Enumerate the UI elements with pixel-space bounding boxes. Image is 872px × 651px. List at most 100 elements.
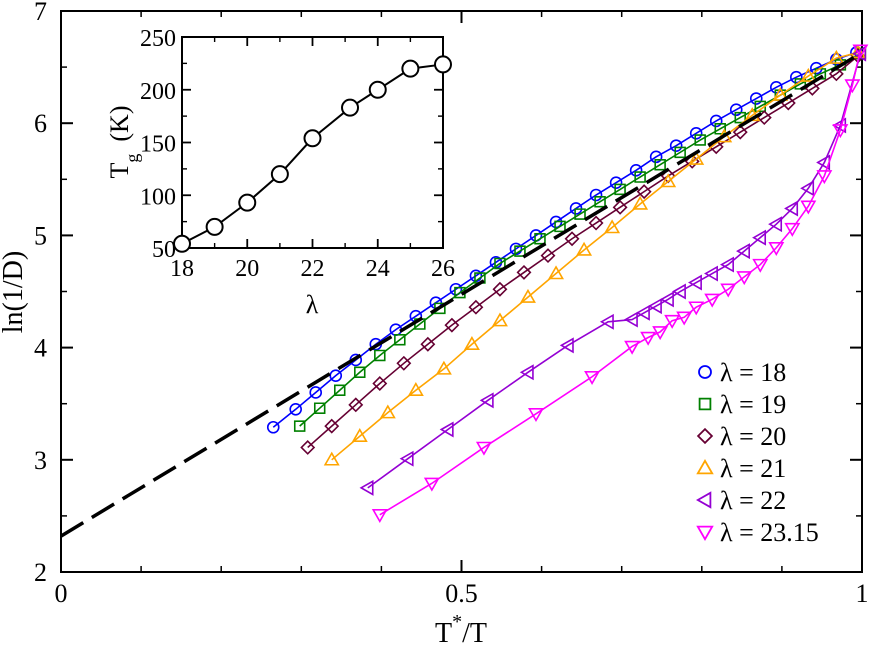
inset-series-tg xyxy=(173,55,452,253)
series-lambda-20 xyxy=(300,48,866,455)
series-lambda-21-point xyxy=(379,404,396,419)
x-tick-label: 0.5 xyxy=(445,579,478,608)
inset-y-tick-label: 50 xyxy=(152,237,176,263)
inset-series-tg-point xyxy=(401,59,420,78)
series-lambda-22-point xyxy=(519,364,534,381)
series-lambda-20-point xyxy=(516,264,532,280)
inset-x-tick-label: 26 xyxy=(431,256,455,282)
series-lambda-23-15 xyxy=(371,44,869,523)
series-lambda-22-point xyxy=(479,392,494,409)
series-lambda-18-point xyxy=(790,70,803,84)
x-axis-title-main: T xyxy=(435,618,452,649)
x-axis-title: T*/T xyxy=(435,611,487,649)
series-lambda-22-point xyxy=(599,313,614,330)
series-lambda-18-point xyxy=(769,80,783,94)
series-lambda-23-15-point xyxy=(688,301,705,316)
x-axis-title-tail: /T xyxy=(462,618,487,649)
series-lambda-19-point xyxy=(374,349,386,362)
series-lambda-23-15-point xyxy=(844,79,861,94)
series-lambda-23-15-point xyxy=(832,124,849,139)
series-lambda-21-point xyxy=(604,219,621,234)
series-lambda-18-point xyxy=(749,92,763,105)
series-lambda-19-line xyxy=(299,52,861,427)
series-lambda-20-point xyxy=(732,124,748,140)
series-lambda-19-point xyxy=(293,420,306,432)
series-lambda-22-point xyxy=(768,216,783,233)
series-lambda-19-point xyxy=(354,366,366,379)
inset-plot: 18 20 22 24 26 50 100 150 200 250 λ Tg (K) xyxy=(105,26,455,319)
series-lambda-18-point xyxy=(729,103,743,117)
series-lambda-19-point xyxy=(333,384,346,396)
y-tick-label: 6 xyxy=(34,109,47,138)
series-lambda-20-point xyxy=(396,355,412,371)
series-lambda-23-15-point xyxy=(784,222,801,237)
y-tick-label: 4 xyxy=(34,334,47,363)
series-lambda-20-point xyxy=(636,184,652,200)
series-lambda-23-15-point xyxy=(475,441,492,456)
series-lambda-19-point xyxy=(474,272,486,284)
series-lambda-23-15-point xyxy=(652,326,669,341)
y-axis-title: ln(1/D) xyxy=(0,251,29,333)
series-lambda-21-line xyxy=(331,51,859,461)
series-lambda-21-point xyxy=(800,67,817,82)
legend-lambda-23-15-marker xyxy=(696,525,714,542)
series-lambda-23-15-point xyxy=(676,311,693,326)
series-lambda-22-point xyxy=(439,421,454,438)
series-lambda-20-point xyxy=(468,299,484,315)
y-tick-label: 3 xyxy=(34,446,47,475)
legend-lambda-18-label: λ = 18 xyxy=(720,358,786,387)
legend-lambda-20-label: λ = 20 xyxy=(720,422,786,451)
series-lambda-19-point xyxy=(313,402,326,414)
legend-lambda-20: λ = 20 xyxy=(696,422,786,451)
series-lambda-23-15-point xyxy=(664,314,681,329)
series-lambda-21-point xyxy=(688,150,705,165)
inset-series-tg-point xyxy=(434,55,452,74)
series-lambda-21-point xyxy=(463,336,480,350)
inset-y-axis-title-main: T xyxy=(105,162,134,178)
inset-ticks: 18 20 22 24 26 50 100 150 200 250 xyxy=(140,26,455,282)
inset-x-tick-label: 22 xyxy=(301,256,325,282)
legend-lambda-19-label: λ = 19 xyxy=(720,390,786,419)
y-tick-label: 7 xyxy=(34,0,47,26)
series-lambda-21-point xyxy=(576,241,593,256)
series-lambda-19-point xyxy=(634,171,646,183)
series-lambda-21-point xyxy=(520,288,536,303)
series-lambda-22-point xyxy=(359,479,374,496)
series-lambda-20-point xyxy=(540,248,556,264)
series-lambda-22-point xyxy=(635,304,650,321)
series-lambda-22-point xyxy=(720,256,734,273)
series-lambda-20-point xyxy=(612,199,628,215)
inset-series-tg-point xyxy=(341,98,360,117)
series-lambda-18-point xyxy=(709,114,723,128)
series-lambda-19-point xyxy=(814,68,827,80)
inset-y-tick-label: 200 xyxy=(140,79,176,105)
inset-series-tg-point xyxy=(368,80,387,99)
inset-y-tick-label: 250 xyxy=(140,26,176,52)
series-lambda-22-point xyxy=(623,311,638,328)
legend: λ = 18 λ = 19 λ = 20 λ = 21 λ = 22 λ = 23.15 xyxy=(695,358,819,547)
legend-lambda-19: λ = 19 xyxy=(698,390,786,419)
legend-lambda-22-label: λ = 22 xyxy=(720,486,786,515)
series-lambda-23-15-point xyxy=(640,331,657,346)
series-lambda-23-15-point xyxy=(720,283,737,298)
legend-lambda-19-marker xyxy=(698,397,712,411)
series-lambda-20-point xyxy=(372,376,388,391)
x-tick-label: 1 xyxy=(856,579,869,608)
x-tick-label: 0 xyxy=(55,579,68,608)
series-lambda-20-point xyxy=(300,440,316,455)
x-axis-title-sup: * xyxy=(452,611,462,633)
series-lambda-21-point xyxy=(828,49,845,64)
series-lambda-19-point xyxy=(394,333,406,346)
series-lambda-21-point xyxy=(407,382,424,396)
inset-series-group xyxy=(173,55,452,253)
inset-y-tick-label: 150 xyxy=(140,132,176,158)
inset-series-tg-point xyxy=(173,234,191,253)
series-lambda-21-point xyxy=(435,360,452,375)
legend-lambda-21-marker xyxy=(696,458,714,475)
series-lambda-19-point xyxy=(694,134,706,146)
legend-lambda-18-marker xyxy=(698,365,712,379)
series-lambda-20-point xyxy=(564,231,580,247)
series-lambda-18-point xyxy=(289,403,302,416)
series-lambda-23-15-point xyxy=(584,371,601,385)
